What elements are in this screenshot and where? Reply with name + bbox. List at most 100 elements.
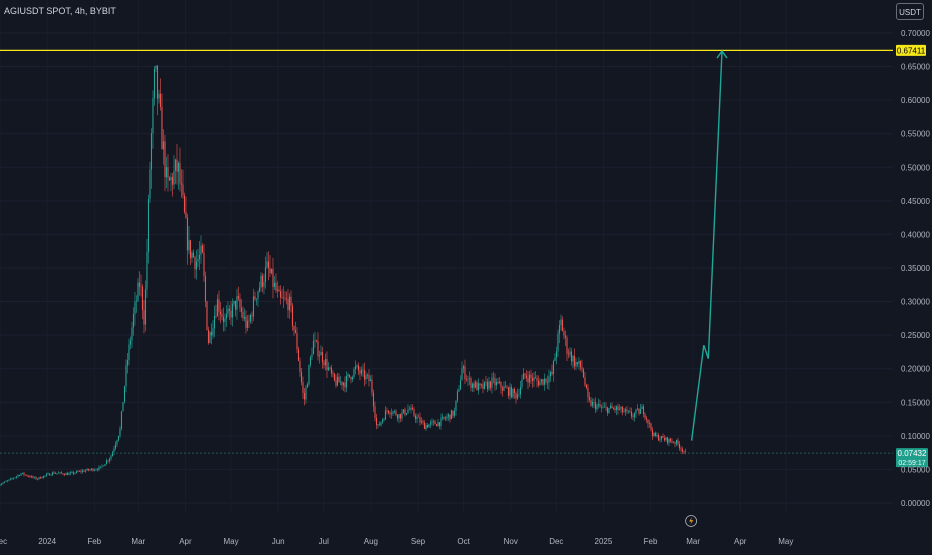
candle-body	[312, 340, 315, 355]
currency-button[interactable]: USDT	[896, 3, 924, 20]
candle-body	[362, 369, 364, 371]
candle-body	[243, 316, 246, 319]
candle-body	[360, 369, 363, 374]
candle-body	[669, 438, 672, 442]
candle-body	[339, 381, 342, 383]
candle-body	[95, 469, 97, 471]
candle-body	[644, 414, 646, 419]
candle-body	[219, 311, 222, 315]
x-tick-label: Sep	[411, 537, 426, 546]
candle-body	[560, 319, 562, 326]
candle-body	[18, 475, 21, 476]
candle-body	[171, 176, 174, 185]
candle-body	[354, 366, 357, 370]
candle-body	[126, 360, 129, 366]
candle-body	[435, 424, 438, 427]
candle-body	[183, 195, 186, 212]
candle-body	[407, 409, 409, 414]
candle-body	[285, 298, 288, 300]
candle-body	[161, 106, 163, 150]
candle-body	[245, 316, 247, 328]
candle-body	[552, 360, 555, 374]
candle-body	[24, 474, 27, 476]
candle-body	[504, 386, 507, 388]
candle-body	[441, 416, 444, 418]
candle-body	[81, 470, 84, 472]
candle-body	[363, 369, 366, 380]
candle-body	[635, 409, 637, 414]
candle-body	[684, 451, 687, 452]
x-tick-label: Apr	[179, 537, 192, 546]
candle-body	[48, 473, 51, 476]
candle-body	[573, 355, 576, 367]
candle-body	[383, 419, 385, 421]
candle-body	[641, 406, 643, 409]
candle-body	[353, 369, 355, 378]
x-tick-label: Mar	[131, 537, 145, 546]
candle-body	[338, 376, 340, 383]
candle-body	[221, 314, 223, 317]
candle-body	[177, 163, 180, 172]
candle-body	[330, 367, 333, 374]
candle-body	[263, 281, 265, 287]
price-axis[interactable]: 0.00000 0.05000 0.10000 0.15000 0.20000 0.250…	[901, 29, 930, 508]
candle-body	[230, 310, 232, 318]
candle-body	[372, 392, 375, 407]
candle-body	[410, 407, 412, 410]
candle-body	[90, 468, 93, 470]
candle-body	[531, 377, 534, 381]
candle-body	[458, 389, 460, 392]
candle-body	[303, 392, 306, 400]
candle-body	[663, 437, 666, 441]
candle-body	[450, 410, 453, 420]
candle-body	[210, 332, 213, 336]
candle-body	[642, 406, 645, 415]
candle-body	[516, 394, 519, 399]
y-tick-label: 0.65000	[901, 63, 930, 72]
candle-body	[464, 366, 466, 380]
candle-body	[288, 296, 291, 311]
candle-body	[530, 374, 532, 378]
candle-body	[473, 383, 475, 388]
candle-body	[612, 408, 615, 409]
candle-body	[536, 378, 538, 381]
candle-body	[93, 469, 96, 471]
candle-body	[390, 413, 393, 415]
y-tick-label: 0.70000	[901, 29, 930, 38]
candle-body	[498, 381, 501, 384]
candle-body	[381, 419, 384, 423]
candle-body	[630, 411, 633, 417]
candle-body	[291, 305, 294, 327]
y-tick-label: 0.30000	[901, 298, 930, 307]
candle-body	[648, 423, 651, 424]
candle-body	[585, 384, 588, 388]
candle-body	[113, 448, 115, 452]
candle-body	[123, 386, 126, 403]
candle-body	[110, 456, 112, 459]
candle-body	[3, 481, 6, 483]
candlesticks	[0, 65, 687, 487]
candle-body	[567, 353, 570, 355]
candle-body	[204, 276, 207, 302]
candle-body	[665, 437, 667, 441]
candle-body	[252, 296, 255, 317]
candle-body	[581, 367, 583, 370]
candle-body	[425, 425, 427, 430]
candle-body	[408, 409, 411, 411]
candle-body	[168, 178, 171, 181]
candle-body	[569, 351, 571, 355]
x-tick-label: Mar	[686, 537, 700, 546]
candle-body	[200, 245, 202, 255]
candle-body	[365, 375, 367, 380]
lightning-bolt-icon	[689, 517, 694, 525]
time-axis[interactable]: Dec 2024 Feb Mar Apr May Jun Jul Aug Sep Oct Nov Dec…	[0, 515, 793, 547]
candle-body	[542, 379, 544, 385]
candle-body	[240, 307, 243, 312]
candle-body	[116, 440, 118, 445]
candle-body	[12, 478, 15, 479]
candle-body	[231, 303, 234, 318]
candle-body	[624, 409, 627, 412]
candle-body	[597, 404, 600, 406]
